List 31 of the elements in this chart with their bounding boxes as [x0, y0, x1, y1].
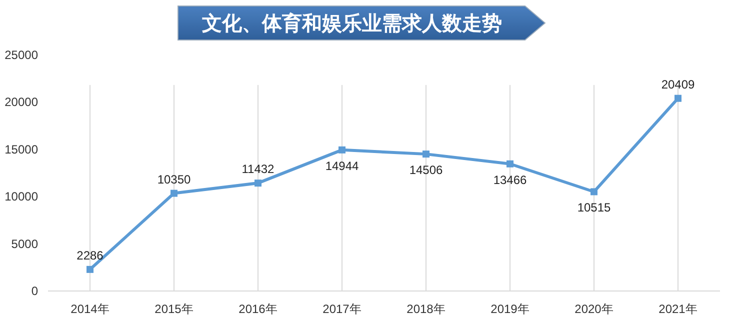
data-label: 10350 — [157, 172, 192, 186]
y-tick-label: 0 — [31, 284, 38, 298]
x-tick-label: 2021年 — [658, 302, 698, 316]
y-tick-label: 25000 — [4, 48, 38, 62]
data-label: 14944 — [325, 158, 360, 173]
point — [506, 160, 514, 168]
point — [170, 190, 178, 197]
point — [590, 188, 598, 196]
x-tick-label: 2014年 — [70, 302, 110, 316]
x-tick-label: 2017年 — [322, 302, 362, 316]
point — [674, 94, 682, 102]
x-tick-label: 2018年 — [406, 302, 446, 316]
point — [254, 180, 262, 187]
y-tick-label: 10000 — [4, 190, 38, 204]
data-label: 20409 — [661, 77, 696, 92]
data-label: 13466 — [493, 172, 528, 187]
data-label: 2286 — [76, 248, 104, 262]
data-label: 11432 — [242, 162, 275, 176]
data-label: 10515 — [577, 200, 612, 215]
x-tick-label: 2016年 — [238, 302, 278, 316]
y-tick-label: 5000 — [11, 236, 38, 251]
x-tick-label: 2019年 — [490, 302, 530, 316]
point — [422, 150, 430, 158]
point — [86, 266, 94, 273]
x-tick-label: 2015年 — [154, 302, 194, 316]
chart-title: 文化、体育和娱乐业需求人数走势 — [201, 12, 502, 35]
y-tick-label: 15000 — [4, 142, 38, 156]
y-tick-label: 20000 — [4, 95, 38, 110]
x-tick-label: 2020年 — [574, 302, 614, 316]
point — [338, 146, 346, 154]
data-label: 14506 — [409, 163, 444, 178]
